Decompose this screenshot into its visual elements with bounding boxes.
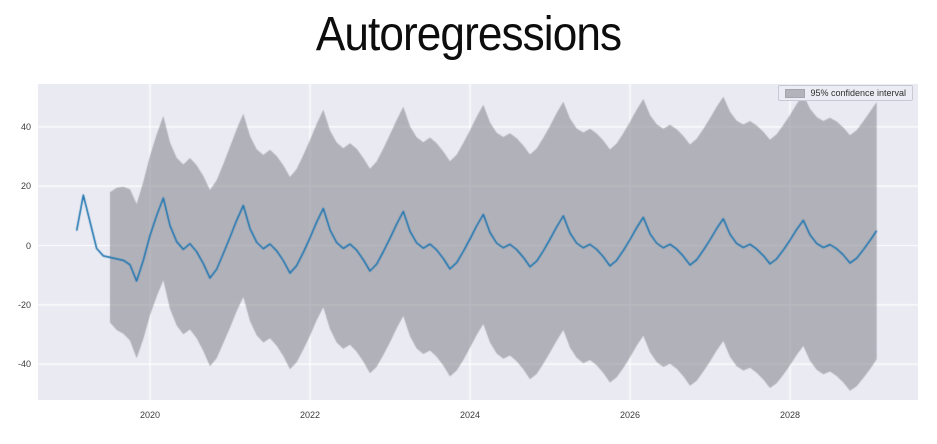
chart-title: Autoregressions (315, 8, 622, 61)
x-tick-label-2024: 2024 (459, 410, 481, 420)
legend-label: 95% confidence interval (810, 88, 906, 98)
x-tick-label-2028: 2028 (779, 410, 801, 420)
y-tick-label-neg20: -20 (17, 300, 31, 310)
x-tick-label-2022: 2022 (299, 410, 321, 420)
ci-band-swatch (785, 88, 806, 98)
y-tick-label-neg40: -40 (17, 359, 31, 369)
x-tick-label-2020: 2020 (139, 410, 161, 420)
legend-box: 95% confidence interval (778, 85, 913, 101)
y-tick-label-40: 40 (20, 122, 31, 132)
x-tick-label-2026: 2026 (619, 410, 641, 420)
y-tick-label-20: 20 (20, 181, 31, 191)
chart-canvas (38, 84, 918, 400)
plot-area: 95% confidence interval (38, 84, 918, 400)
y-tick-label-0: 0 (25, 241, 31, 251)
